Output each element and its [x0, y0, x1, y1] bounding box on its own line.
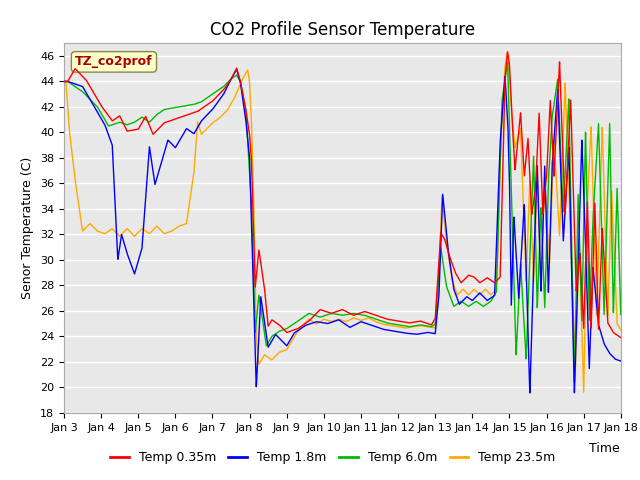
Text: TZ_co2prof: TZ_co2prof — [75, 55, 153, 68]
Title: CO2 Profile Sensor Temperature: CO2 Profile Sensor Temperature — [210, 21, 475, 39]
X-axis label: Time: Time — [589, 443, 620, 456]
Y-axis label: Senor Temperature (C): Senor Temperature (C) — [22, 157, 35, 299]
Legend: Temp 0.35m, Temp 1.8m, Temp 6.0m, Temp 23.5m: Temp 0.35m, Temp 1.8m, Temp 6.0m, Temp 2… — [105, 446, 561, 469]
